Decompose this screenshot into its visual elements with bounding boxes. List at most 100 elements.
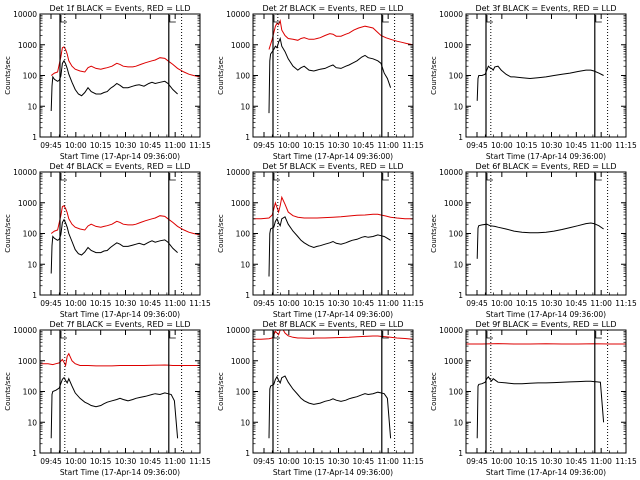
y-tick-label: 10000	[226, 326, 250, 335]
window-flag-2	[169, 15, 176, 23]
y-tick-label: 1000	[444, 199, 463, 208]
x-tick-label: 10:30	[328, 457, 350, 466]
y-tick-label: 1	[245, 133, 250, 142]
y-tick-label: 100	[23, 72, 38, 81]
x-tick-label: 10:45	[353, 457, 375, 466]
x-tick-label: 11:15	[615, 457, 637, 466]
y-tick-label: 10	[240, 260, 250, 269]
x-tick-label: 10:30	[328, 141, 350, 150]
x-axis-label: Start Time (17-Apr-14 09:36:00)	[486, 468, 606, 477]
x-axis-label: Start Time (17-Apr-14 09:36:00)	[486, 310, 606, 319]
plot-frame	[465, 13, 627, 138]
x-tick-label: 11:15	[402, 457, 424, 466]
series-line-lld	[253, 330, 413, 340]
y-tick-label: 1000	[18, 41, 37, 50]
y-tick-label: 10000	[226, 168, 250, 177]
series-line-events	[268, 216, 391, 277]
x-tick-label: 10:00	[491, 457, 513, 466]
panel-title: Det 7f BLACK = Events, RED = LLD	[49, 320, 190, 329]
x-tick-label: 10:00	[65, 141, 87, 150]
x-tick-label: 10:15	[303, 457, 325, 466]
window-flag-1	[486, 331, 493, 339]
x-axis-label: Start Time (17-Apr-14 09:36:00)	[60, 152, 180, 161]
window-flag-1	[60, 15, 67, 23]
y-tick-label: 1000	[444, 357, 463, 366]
x-tick-label: 10:45	[566, 299, 588, 308]
y-tick-label: 1	[458, 133, 463, 142]
y-tick-label: 1	[245, 449, 250, 458]
y-tick-label: 1	[458, 449, 463, 458]
plot-frame	[465, 171, 627, 296]
plot-frame	[252, 329, 414, 454]
window-flag-1	[273, 173, 280, 181]
y-axis-label: Counts/sec	[217, 372, 225, 411]
y-tick-label: 100	[236, 388, 251, 397]
y-tick-label: 1	[32, 133, 37, 142]
x-tick-label: 11:00	[590, 457, 612, 466]
x-tick-label: 10:00	[278, 457, 300, 466]
plot-frame	[252, 13, 414, 138]
x-tick-label: 10:15	[516, 457, 538, 466]
y-tick-label: 100	[23, 388, 38, 397]
x-tick-label: 11:15	[189, 141, 211, 150]
x-tick-label: 10:45	[140, 141, 162, 150]
y-tick-label: 10	[240, 418, 250, 427]
x-tick-label: 10:15	[90, 141, 112, 150]
x-tick-label: 11:00	[377, 457, 399, 466]
x-axis-label: Start Time (17-Apr-14 09:36:00)	[273, 152, 393, 161]
x-tick-label: 10:00	[65, 457, 87, 466]
y-axis-label: Counts/sec	[4, 56, 12, 95]
y-tick-label: 1000	[18, 199, 37, 208]
y-tick-label: 10	[27, 102, 37, 111]
x-tick-label: 11:00	[164, 141, 186, 150]
x-tick-label: 10:45	[566, 141, 588, 150]
x-tick-label: 11:15	[189, 457, 211, 466]
y-axis-label: Counts/sec	[430, 214, 438, 253]
x-tick-label: 10:15	[516, 141, 538, 150]
x-tick-label: 10:30	[541, 457, 563, 466]
x-tick-label: 09:45	[40, 457, 62, 466]
panel-det-6: 1 10 100 1000 10000 09:45 10:00 10:15 10:30 10:45…	[430, 162, 637, 319]
y-axis-label: Counts/sec	[217, 214, 225, 253]
y-tick-label: 1000	[444, 41, 463, 50]
series-line-lld	[50, 205, 200, 236]
x-tick-label: 10:45	[353, 141, 375, 150]
y-tick-label: 10	[453, 102, 463, 111]
panel-det-7: 1 10 100 1000 10000 09:45 10:00 10:15 10:30 10:45…	[4, 320, 211, 477]
series-line-events	[476, 375, 605, 439]
y-tick-label: 10	[453, 260, 463, 269]
window-flag-1	[60, 331, 67, 339]
x-tick-label: 09:45	[253, 141, 275, 150]
panel-title: Det 5f BLACK = Events, RED = LLD	[262, 162, 403, 171]
x-tick-label: 10:15	[90, 457, 112, 466]
x-tick-label: 11:15	[402, 299, 424, 308]
x-tick-label: 10:30	[115, 299, 137, 308]
y-tick-label: 1000	[231, 357, 250, 366]
window-flag-2	[169, 331, 176, 339]
series-line-events	[476, 65, 604, 101]
x-tick-label: 10:45	[140, 457, 162, 466]
x-tick-label: 09:45	[466, 141, 488, 150]
x-tick-label: 10:00	[278, 299, 300, 308]
y-tick-label: 100	[236, 230, 251, 239]
x-tick-label: 10:00	[65, 299, 87, 308]
y-tick-label: 10000	[439, 10, 463, 19]
y-tick-label: 1000	[231, 199, 250, 208]
panel-det-3: 1 10 100 1000 10000 09:45 10:00 10:15 10:30 10:45…	[430, 4, 637, 161]
x-tick-label: 10:45	[566, 457, 588, 466]
y-tick-label: 10000	[439, 326, 463, 335]
y-tick-label: 1	[458, 291, 463, 300]
x-axis-label: Start Time (17-Apr-14 09:36:00)	[273, 310, 393, 319]
panel-title: Det 3f BLACK = Events, RED = LLD	[475, 4, 616, 13]
x-tick-label: 10:15	[303, 141, 325, 150]
panel-title: Det 9f BLACK = Events, RED = LLD	[475, 320, 616, 329]
plot-frame	[39, 171, 201, 296]
y-tick-label: 1	[32, 291, 37, 300]
y-tick-label: 100	[236, 72, 251, 81]
window-flag-2	[382, 173, 389, 181]
x-tick-label: 09:45	[466, 457, 488, 466]
window-flag-2	[169, 173, 176, 181]
series-line-events	[268, 375, 392, 439]
x-tick-label: 10:15	[90, 299, 112, 308]
plot-frame	[252, 171, 414, 296]
